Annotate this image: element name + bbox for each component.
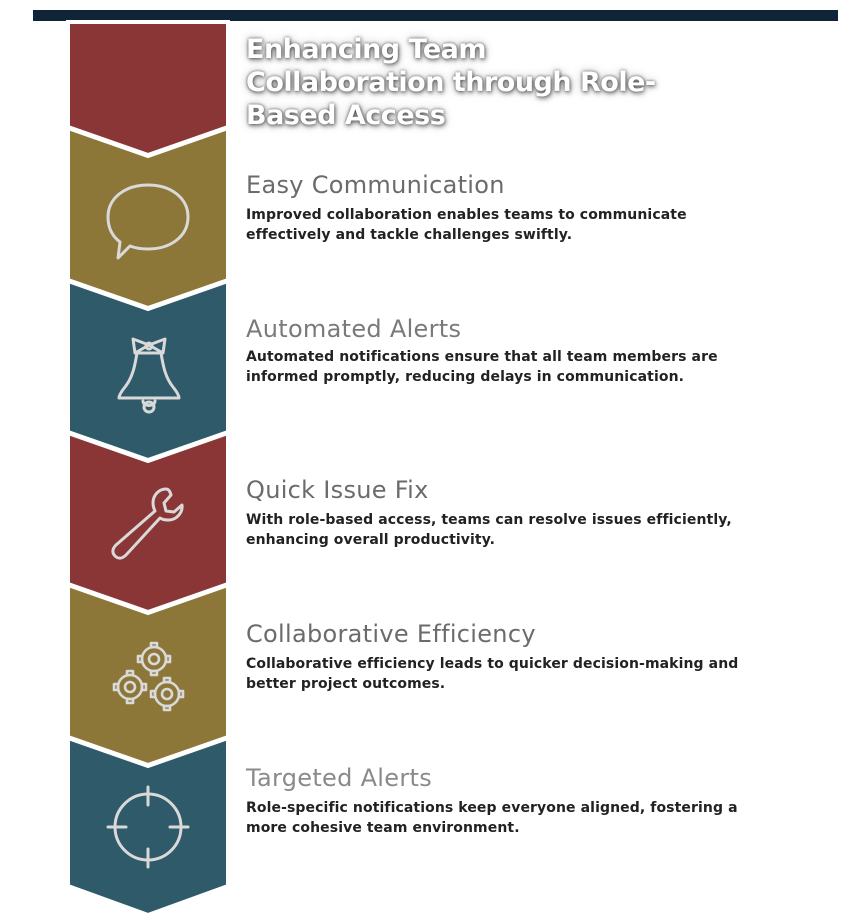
item-description: Improved collaboration enables teams to … (246, 207, 687, 243)
crosshair-icon (106, 785, 190, 869)
list-item-easy-communication: Easy Communication Improved collaboratio… (246, 170, 766, 245)
list-item-collaborative-efficiency: Collaborative Efficiency Collaborative e… (246, 619, 766, 694)
item-heading: Easy Communication (246, 171, 505, 199)
top-bar (33, 10, 838, 21)
item-heading: Targeted Alerts (246, 764, 433, 792)
bell-icon (113, 335, 185, 417)
page-title: Enhancing Team Collaboration through Rol… (246, 34, 656, 131)
item-description: Automated notifications ensure that all … (246, 349, 718, 385)
item-description: With role-based access, teams can resolv… (246, 512, 732, 548)
list-item-quick-issue-fix: Quick Issue Fix With role-based access, … (246, 475, 766, 550)
item-description: Role-specific notifications keep everyon… (246, 800, 738, 836)
item-description: Collaborative efficiency leads to quicke… (246, 656, 739, 692)
item-heading: Quick Issue Fix (246, 476, 429, 504)
gears-icon (112, 638, 188, 716)
speech-bubble-icon (103, 180, 193, 264)
item-heading: Automated Alerts (246, 315, 462, 343)
chevron-segment-1 (66, 20, 230, 158)
item-heading: Collaborative Efficiency (246, 620, 536, 648)
list-item-automated-alerts: Automated Alerts Automated notifications… (246, 314, 766, 387)
wrench-icon (108, 485, 188, 561)
list-item-targeted-alerts: Targeted Alerts Role-specific notificati… (246, 763, 766, 838)
